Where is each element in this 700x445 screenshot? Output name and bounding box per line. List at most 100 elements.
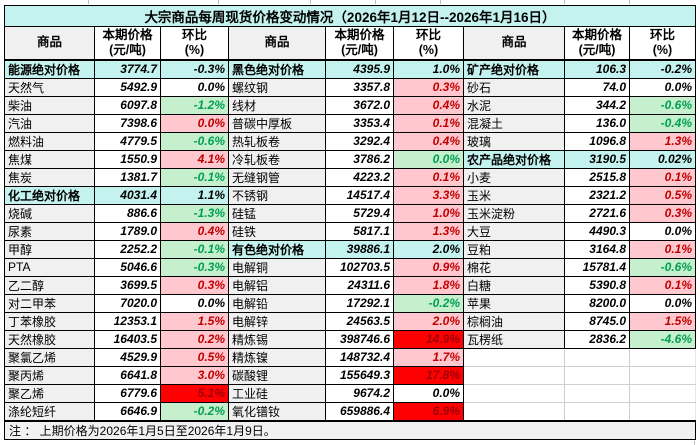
pct-cell: 0.0% bbox=[393, 149, 464, 169]
price-cell: 4031.4 bbox=[94, 185, 161, 205]
pct-cell: 0.0% bbox=[160, 293, 229, 313]
price-cell: 6646.9 bbox=[94, 401, 161, 421]
pct-cell: -0.2% bbox=[160, 401, 229, 421]
commodity-name-cell: 电解铅 bbox=[228, 293, 326, 313]
commodity-name-cell: 混凝土 bbox=[463, 113, 565, 133]
commodity-name-cell: 矿产绝对价格 bbox=[463, 59, 565, 79]
gridline-tick bbox=[564, 0, 565, 4]
commodity-name-cell: 涤纶短纤 bbox=[4, 401, 95, 421]
commodity-name-cell: 焦煤 bbox=[4, 149, 95, 169]
page-title: 大宗商品每周现货价格变动情况（2026年1月12日--2026年1月16日） bbox=[4, 5, 696, 27]
pct-cell: 0.5% bbox=[160, 347, 229, 367]
table-row: 聚乙烯 6779.6 5.1% 工业硅 9674.2 0.0% bbox=[4, 383, 696, 403]
pct-cell: -0.4% bbox=[629, 113, 696, 133]
pct-cell: -4.6% bbox=[629, 329, 696, 349]
gridline-tick bbox=[694, 441, 695, 445]
pct-cell: 1.0% bbox=[393, 203, 464, 223]
price-cell: 155649.3 bbox=[325, 365, 394, 385]
price-cell: 4529.9 bbox=[94, 347, 161, 367]
gridline-tick bbox=[88, 0, 89, 4]
price-cell: 4490.3 bbox=[564, 221, 630, 241]
empty-cell bbox=[564, 365, 630, 385]
price-cell: 5046.6 bbox=[94, 257, 161, 277]
pct-cell: 0.4% bbox=[160, 221, 229, 241]
title-row: 大宗商品每周现货价格变动情况（2026年1月12日--2026年1月16日） bbox=[4, 5, 696, 27]
pct-cell: -0.3% bbox=[160, 257, 229, 277]
commodity-name-cell: 无缝钢管 bbox=[228, 167, 326, 187]
pct-cell: 0.0% bbox=[629, 221, 696, 241]
table-row: 烧碱 886.6 -1.3% 硅锰 5729.4 1.0% 玉米淀粉 2721.6 0.3% bbox=[4, 203, 696, 223]
commodity-name-cell: 甲醇 bbox=[4, 239, 95, 259]
pct-cell: 0.0% bbox=[629, 77, 696, 97]
commodity-name-cell: 螺纹钢 bbox=[228, 77, 326, 97]
table-row: 丁苯橡胶 12353.1 1.5% 电解锌 24563.5 2.0% 棕榈油 8745.0 1.… bbox=[4, 311, 696, 331]
commodity-name-cell: 小麦 bbox=[463, 167, 565, 187]
commodity-name-cell: 精炼锡 bbox=[228, 329, 326, 349]
commodity-name-cell: 冷轧板卷 bbox=[228, 149, 326, 169]
empty-cell bbox=[564, 383, 630, 403]
col-header-pct: 环比 (%) bbox=[160, 26, 229, 61]
price-cell: 8200.0 bbox=[564, 293, 630, 313]
col-header-pct: 环比 (%) bbox=[629, 26, 696, 61]
price-cell: 5492.9 bbox=[94, 77, 161, 97]
commodity-name-cell: 尿素 bbox=[4, 221, 95, 241]
price-cell: 3786.2 bbox=[325, 149, 394, 169]
table-row: 燃料油 4779.5 -0.6% 热轧板卷 3292.4 0.4% 玻璃 1096.8 1.3% bbox=[4, 131, 696, 151]
pct-cell: 3.3% bbox=[393, 185, 464, 205]
commodity-name-cell: 砂石 bbox=[463, 77, 565, 97]
commodity-name-cell: 烧碱 bbox=[4, 203, 95, 223]
pct-cell: 0.1% bbox=[393, 167, 464, 187]
table-row: 聚氯乙烯 4529.9 0.5% 精炼镍 148732.4 1.7% bbox=[4, 347, 696, 367]
commodity-name-cell: 大豆 bbox=[463, 221, 565, 241]
col-header-commodity: 商品 bbox=[228, 26, 326, 61]
pct-cell: -0.1% bbox=[160, 239, 229, 259]
price-cell: 6641.8 bbox=[94, 365, 161, 385]
col-header-price: 本期价格 (元/吨) bbox=[94, 26, 161, 61]
price-cell: 7398.6 bbox=[94, 113, 161, 133]
price-cell: 2721.6 bbox=[564, 203, 630, 223]
pct-cell: 0.9% bbox=[393, 257, 464, 277]
commodity-name-cell: 电解锌 bbox=[228, 311, 326, 331]
commodity-name-cell: 硅铁 bbox=[228, 221, 326, 241]
price-cell: 2252.2 bbox=[94, 239, 161, 259]
pct-cell: 0.4% bbox=[393, 131, 464, 151]
price-cell: 9674.2 bbox=[325, 383, 394, 403]
commodity-name-cell: 黑色绝对价格 bbox=[228, 59, 326, 79]
pct-cell: 1.7% bbox=[393, 347, 464, 367]
commodity-name-cell: 乙二醇 bbox=[4, 275, 95, 295]
table-row: 柴油 6097.8 -1.2% 线材 3672.0 0.4% 水泥 344.2 -0.6% bbox=[4, 95, 696, 115]
empty-cell bbox=[564, 347, 630, 367]
commodity-name-cell: 不锈钢 bbox=[228, 185, 326, 205]
commodity-name-cell: 焦炭 bbox=[4, 167, 95, 187]
col-header-pct: 环比 (%) bbox=[393, 26, 464, 61]
table-row: PTA 5046.6 -0.3% 电解铜 102703.5 0.9% 棉花 15781.4 -0… bbox=[4, 257, 696, 277]
commodity-name-cell: 化工绝对价格 bbox=[4, 185, 95, 205]
table-row: 化工绝对价格 4031.4 1.1% 不锈钢 14517.4 3.3% 玉米 2321.2 0.… bbox=[4, 185, 696, 205]
commodity-name-cell: 普碳中厚板 bbox=[228, 113, 326, 133]
table-row: 涤纶短纤 6646.9 -0.2% 氧化镨钕 659886.4 6.9% bbox=[4, 401, 696, 421]
price-cell: 106.3 bbox=[564, 59, 630, 79]
commodity-name-cell: 聚乙烯 bbox=[4, 383, 95, 403]
pct-cell: 1.1% bbox=[160, 185, 229, 205]
pct-cell: 1.5% bbox=[629, 311, 696, 331]
empty-cell bbox=[629, 383, 696, 403]
price-cell: 14517.4 bbox=[325, 185, 394, 205]
pct-cell: 1.0% bbox=[393, 59, 464, 79]
commodity-name-cell: 有色绝对价格 bbox=[228, 239, 326, 259]
commodity-name-cell: 电解铜 bbox=[228, 257, 326, 277]
pct-cell: 1.3% bbox=[629, 131, 696, 151]
price-cell: 39886.1 bbox=[325, 239, 394, 259]
gridline-tick bbox=[440, 0, 441, 4]
price-cell: 3292.4 bbox=[325, 131, 394, 151]
pct-cell: -1.3% bbox=[160, 203, 229, 223]
price-cell: 8745.0 bbox=[564, 311, 630, 331]
table-row: 焦煤 1550.9 4.1% 冷轧板卷 3786.2 0.0% 农产品绝对价格 3190.5 0… bbox=[4, 149, 696, 169]
pct-cell: 5.1% bbox=[160, 383, 229, 403]
price-cell: 659886.4 bbox=[325, 401, 394, 421]
price-cell: 2836.2 bbox=[564, 329, 630, 349]
pct-cell: 2.0% bbox=[393, 239, 464, 259]
pct-cell: 1.5% bbox=[160, 311, 229, 331]
commodity-name-cell: 玻璃 bbox=[463, 131, 565, 151]
table-row: 乙二醇 3699.5 0.3% 电解铝 24311.6 1.8% 白糖 5390.8 0.1% bbox=[4, 275, 696, 295]
